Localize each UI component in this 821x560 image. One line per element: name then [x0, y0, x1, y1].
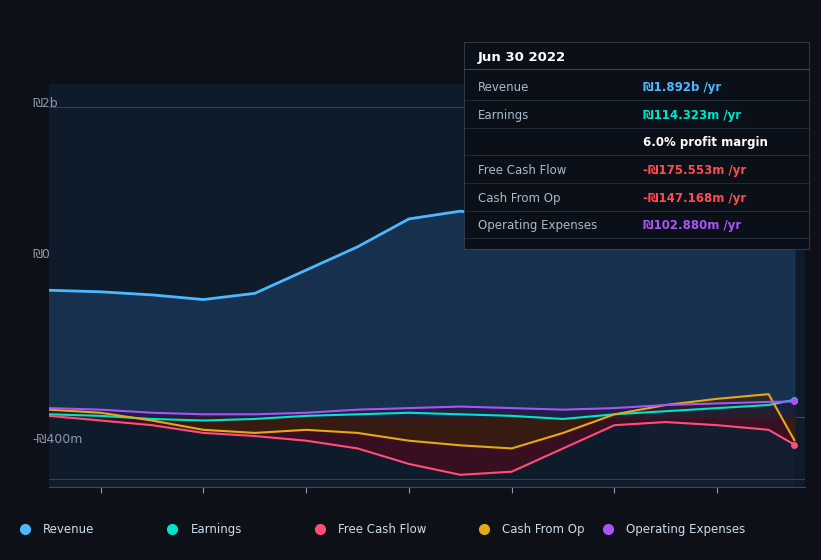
- Text: Jun 30 2022: Jun 30 2022: [478, 51, 566, 64]
- Text: Free Cash Flow: Free Cash Flow: [338, 522, 427, 536]
- Text: -₪147.168m /yr: -₪147.168m /yr: [643, 192, 746, 204]
- Text: Operating Expenses: Operating Expenses: [478, 219, 597, 232]
- Text: Revenue: Revenue: [478, 81, 529, 94]
- Text: Cash From Op: Cash From Op: [502, 522, 585, 536]
- Text: Earnings: Earnings: [478, 109, 529, 122]
- Text: Cash From Op: Cash From Op: [478, 192, 560, 204]
- Text: -₪400m: -₪400m: [33, 433, 83, 446]
- Text: ₪2b: ₪2b: [33, 97, 58, 110]
- Bar: [640, 84, 794, 487]
- Text: Revenue: Revenue: [43, 522, 94, 536]
- Text: Free Cash Flow: Free Cash Flow: [478, 164, 566, 177]
- Text: -₪175.553m /yr: -₪175.553m /yr: [643, 164, 746, 177]
- Text: Earnings: Earnings: [190, 522, 242, 536]
- Text: ₪114.323m /yr: ₪114.323m /yr: [643, 109, 741, 122]
- Text: 6.0% profit margin: 6.0% profit margin: [643, 136, 768, 150]
- Text: Operating Expenses: Operating Expenses: [626, 522, 745, 536]
- Text: ₪1.892b /yr: ₪1.892b /yr: [643, 81, 722, 94]
- Text: ₪102.880m /yr: ₪102.880m /yr: [643, 219, 741, 232]
- Text: ₪0: ₪0: [33, 248, 51, 262]
